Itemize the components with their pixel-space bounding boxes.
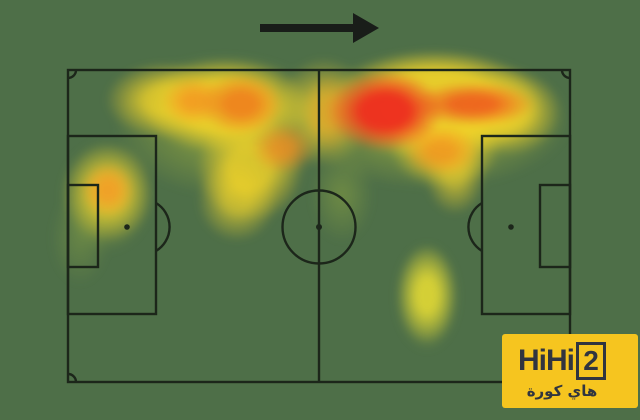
left-goal-area <box>66 183 100 269</box>
right-penalty-spot <box>508 224 514 230</box>
center-circle <box>281 189 357 265</box>
corner-arc-top-left <box>67 69 78 80</box>
right-goal-area <box>538 183 572 269</box>
logo-brand-number: 2 <box>583 345 599 376</box>
logo-brand-text: HiHi <box>518 344 575 377</box>
arrow-shaft <box>260 24 354 32</box>
logo-tagline-arabic: هاي كورة <box>526 382 598 400</box>
center-spot <box>316 224 322 230</box>
logo-number-box: 2 <box>576 342 606 380</box>
corner-arc-top-right <box>560 69 571 80</box>
direction-of-play-arrow-icon <box>260 13 379 43</box>
right-penalty-arc <box>467 201 483 253</box>
left-penalty-spot <box>124 224 130 230</box>
brand-logo: HiHi 2 هاي كورة <box>502 334 638 408</box>
arrow-head <box>353 13 379 43</box>
logo-wordmark: HiHi 2 <box>518 342 606 380</box>
corner-arc-bottom-left <box>67 372 78 383</box>
right-penalty-area <box>480 134 572 316</box>
left-penalty-arc <box>155 201 171 253</box>
left-penalty-area <box>66 134 158 316</box>
